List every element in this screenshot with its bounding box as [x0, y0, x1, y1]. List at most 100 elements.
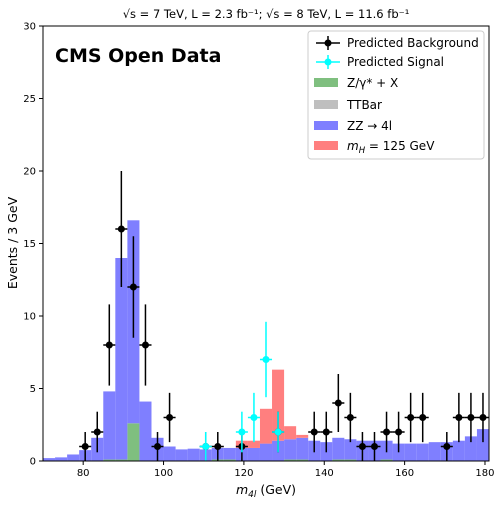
- bar-zgamma-20: [284, 459, 297, 461]
- point-background-3: [115, 171, 128, 287]
- point-background-19: [392, 411, 405, 453]
- y-tick-label-30: 30: [23, 22, 36, 33]
- point-background-23: [452, 392, 465, 443]
- legend-swatch-zgamma: [314, 78, 338, 87]
- legend-entry-background: Predicted Background: [316, 36, 479, 50]
- bar-zz-31: [416, 443, 429, 461]
- bar-zgamma-7: [127, 423, 140, 461]
- point-background-14: [332, 374, 345, 432]
- point-background-18: [380, 411, 393, 453]
- bar-zgamma-25: [344, 459, 357, 461]
- bar-zz-6: [115, 258, 128, 460]
- point-signal-1: [235, 411, 248, 453]
- legend-swatch-higgs: [314, 141, 338, 150]
- bar-zz-20: [284, 439, 297, 460]
- bar-zz-18: [259, 443, 273, 461]
- bar-zz-34: [452, 440, 465, 461]
- bar-zgamma-24: [332, 459, 345, 461]
- bar-zz-10: [163, 446, 176, 461]
- point-background-25: [476, 392, 489, 443]
- x-tick-label-120: 120: [234, 468, 253, 479]
- x-tick-label-100: 100: [154, 468, 173, 479]
- bar-zz-12: [187, 448, 200, 461]
- x-tick-label-80: 80: [77, 468, 90, 479]
- point-background-20: [404, 392, 417, 443]
- bar-higgs-20: [284, 426, 297, 440]
- x-axis-label: m4l (GeV): [236, 482, 296, 500]
- legend-entry-ttbar: TTBar: [314, 98, 382, 112]
- legend-entry-zgamma: Z/γ* + X: [314, 76, 398, 90]
- cms-open-data-annotation: CMS Open Data: [55, 45, 221, 67]
- x-tick-label-140: 140: [315, 468, 334, 479]
- point-background-24: [464, 392, 477, 443]
- point-signal-4: [272, 411, 285, 453]
- point-background-9: [211, 432, 224, 461]
- chart-title: √s = 7 TeV, L = 2.3 fb⁻¹; √s = 8 TeV, L …: [123, 7, 410, 21]
- legend-marker-background: [324, 39, 332, 47]
- point-background-7: [163, 392, 176, 443]
- legend-label-higgs-rest: = 125 GeV: [365, 139, 435, 153]
- legend-marker-signal: [324, 58, 332, 66]
- bar-zgamma-5: [103, 459, 116, 461]
- x-axis-label-sub: 4l: [248, 490, 257, 500]
- bar-zz-32: [428, 442, 441, 461]
- point-background-21: [416, 392, 429, 443]
- legend-entry-zz: ZZ → 4l: [314, 119, 392, 133]
- y-axis-ticks: 0 5 10 15 20 25 30: [23, 22, 43, 468]
- bar-zz-17: [247, 447, 260, 461]
- data-points: [79, 171, 489, 461]
- bar-zgamma-6: [115, 459, 128, 461]
- y-tick-label-5: 5: [30, 384, 36, 395]
- legend-label-zz: ZZ → 4l: [347, 119, 392, 133]
- x-axis-ticks: 80 100 120 140 160 180: [77, 461, 495, 479]
- bar-zz-2: [67, 454, 80, 461]
- point-background-13: [320, 411, 333, 453]
- point-background-2: [103, 304, 116, 386]
- legend-frame: [307, 30, 485, 160]
- bar-zgamma-15: [223, 459, 236, 461]
- point-background-12: [308, 411, 321, 453]
- bar-zz-11: [175, 449, 188, 461]
- y-tick-label-0: 0: [30, 457, 36, 468]
- y-axis-label: Events / 3 GeV: [5, 196, 20, 289]
- bar-higgs-21: [296, 434, 309, 438]
- bar-zgamma-28: [380, 459, 393, 461]
- point-background-6: [151, 432, 164, 461]
- legend-label-higgs-sub: H: [359, 146, 366, 156]
- y-tick-label-10: 10: [23, 312, 36, 323]
- point-signal-0: [199, 432, 212, 461]
- point-background-4: [127, 236, 140, 338]
- legend-label-background: Predicted Background: [347, 36, 479, 50]
- x-tick-label-180: 180: [475, 468, 494, 479]
- x-tick-label-160: 160: [395, 468, 414, 479]
- bar-zz-8: [139, 401, 152, 461]
- point-background-15: [344, 392, 357, 443]
- legend-label-higgs: mH = 125 GeV: [347, 139, 435, 156]
- bar-zz-25: [344, 439, 357, 460]
- legend-label-zgamma: Z/γ* + X: [347, 76, 398, 90]
- y-tick-label-25: 25: [23, 94, 36, 105]
- point-signal-3: [259, 321, 273, 398]
- point-signal-2: [247, 392, 260, 443]
- legend-entry-higgs: mH = 125 GeV: [314, 139, 435, 156]
- legend-label-higgs-main: m: [347, 139, 359, 153]
- point-background-5: [139, 304, 152, 386]
- point-background-17: [368, 432, 381, 461]
- legend-label-signal: Predicted Signal: [347, 55, 444, 69]
- point-background-0: [79, 432, 92, 461]
- legend-entry-signal: Predicted Signal: [316, 55, 444, 69]
- bar-higgs-18: [259, 408, 273, 444]
- bar-zz-1: [55, 457, 68, 461]
- bar-zz-21: [296, 437, 309, 460]
- y-tick-label-15: 15: [23, 239, 36, 250]
- bar-zz-36: [476, 429, 489, 461]
- bar-zz-15: [223, 447, 236, 460]
- x-axis-label-unit: (GeV): [256, 482, 296, 497]
- legend-swatch-ttbar: [314, 100, 338, 109]
- point-background-1: [91, 411, 104, 453]
- point-background-16: [356, 432, 369, 461]
- legend-label-ttbar: TTBar: [346, 98, 382, 112]
- point-background-22: [440, 432, 453, 461]
- y-tick-label-20: 20: [23, 167, 36, 178]
